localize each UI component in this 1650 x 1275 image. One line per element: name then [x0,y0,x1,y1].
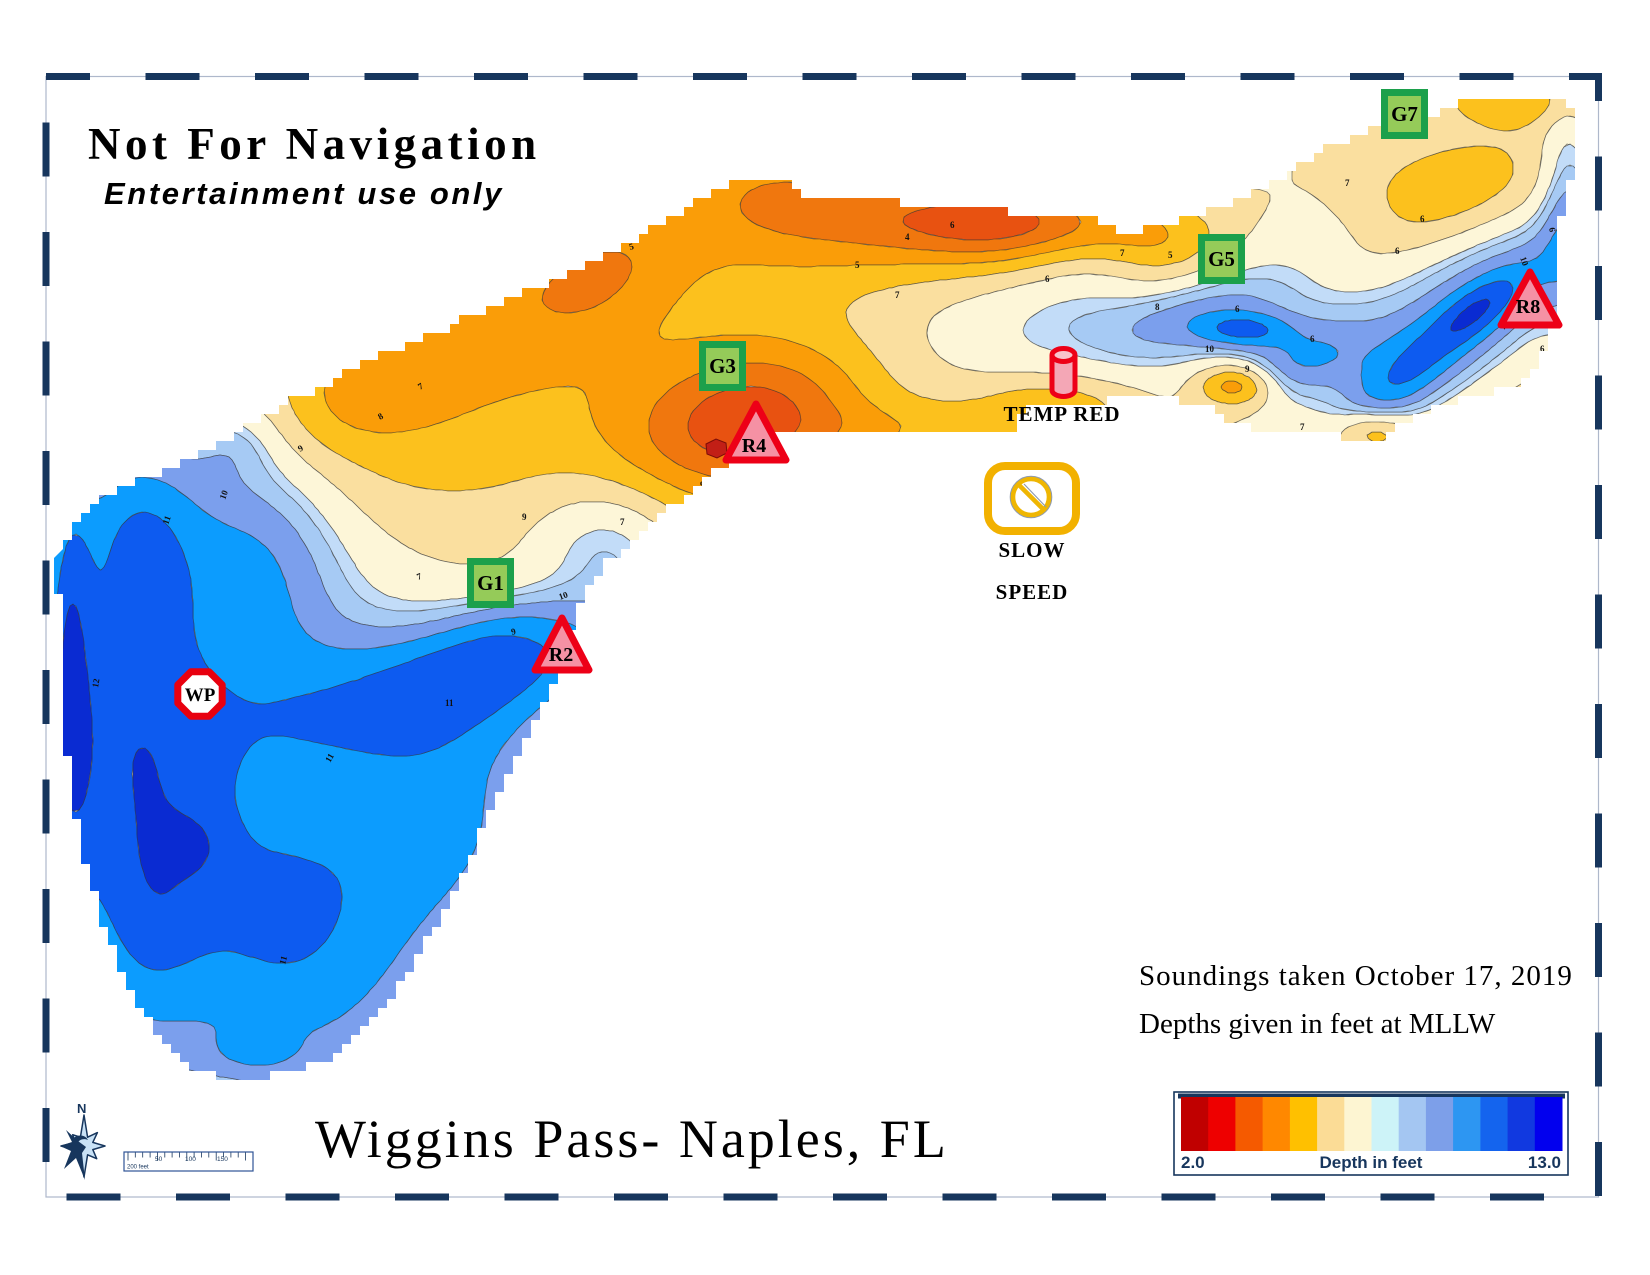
svg-text:8: 8 [376,411,385,422]
svg-text:10: 10 [499,824,513,838]
svg-text:R4: R4 [742,435,766,457]
svg-text:6: 6 [1547,227,1558,234]
svg-text:SPEED: SPEED [996,580,1069,604]
svg-text:5: 5 [465,291,473,302]
svg-text:2.0: 2.0 [1181,1153,1205,1172]
svg-text:9: 9 [522,512,527,522]
svg-text:7: 7 [895,290,900,300]
svg-text:13.0: 13.0 [1528,1153,1561,1172]
svg-text:10: 10 [1518,255,1531,267]
svg-text:7: 7 [415,571,423,582]
svg-text:9: 9 [550,896,560,907]
svg-text:6: 6 [1420,214,1425,224]
svg-text:7: 7 [1082,466,1087,476]
svg-text:7: 7 [1120,248,1125,258]
svg-text:G1: G1 [477,571,504,595]
svg-text:9: 9 [700,480,705,490]
svg-text:SLOW: SLOW [998,538,1065,562]
svg-text:100: 100 [185,1156,196,1163]
svg-text:7: 7 [1345,178,1350,188]
svg-text:TEMP RED: TEMP RED [1003,402,1120,426]
svg-text:50: 50 [155,1156,163,1163]
svg-text:G5: G5 [1208,247,1235,271]
svg-text:11: 11 [277,954,289,965]
svg-text:6: 6 [1310,334,1315,344]
svg-text:R8: R8 [1516,296,1540,318]
svg-text:WP: WP [185,685,216,706]
svg-text:6: 6 [1045,274,1050,284]
svg-text:200 feet: 200 feet [127,1165,149,1171]
svg-text:150: 150 [217,1156,228,1163]
svg-text:4: 4 [905,232,910,242]
svg-text:5: 5 [628,241,635,252]
svg-text:5: 5 [1168,250,1173,260]
svg-text:G3: G3 [709,354,736,378]
svg-text:N: N [77,1101,86,1116]
svg-text:6: 6 [1395,246,1400,256]
svg-text:8: 8 [1155,302,1160,312]
svg-text:Depth in feet: Depth in feet [1320,1153,1423,1172]
svg-text:G7: G7 [1391,102,1418,126]
svg-text:R2: R2 [549,644,573,666]
svg-text:7: 7 [1300,422,1305,432]
svg-text:9: 9 [580,971,590,982]
svg-text:10: 10 [557,589,569,602]
svg-text:10: 10 [217,488,230,500]
svg-text:6: 6 [1540,344,1545,354]
svg-text:10: 10 [1205,344,1215,354]
svg-text:9: 9 [1245,364,1250,374]
svg-text:5: 5 [855,260,860,270]
svg-text:7: 7 [620,517,625,527]
svg-text:6: 6 [1235,304,1240,314]
svg-text:11: 11 [160,514,172,526]
svg-text:9: 9 [296,443,305,454]
svg-text:7: 7 [416,381,425,392]
svg-text:9: 9 [510,626,517,637]
svg-text:11: 11 [445,698,454,708]
svg-text:6: 6 [950,220,955,230]
svg-text:12: 12 [90,677,101,688]
svg-text:10: 10 [454,1076,468,1090]
